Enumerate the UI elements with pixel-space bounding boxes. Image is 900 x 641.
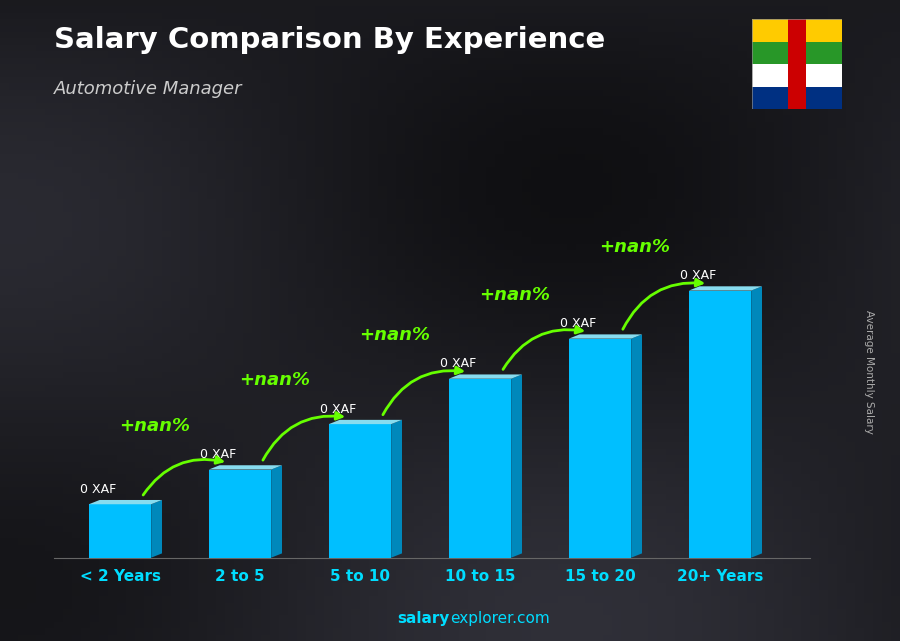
Text: 0 XAF: 0 XAF — [561, 317, 597, 330]
Bar — [89, 504, 151, 558]
Text: +nan%: +nan% — [239, 371, 310, 389]
Polygon shape — [328, 420, 402, 424]
Text: explorer.com: explorer.com — [450, 611, 550, 626]
Text: 0 XAF: 0 XAF — [680, 269, 716, 282]
Bar — [209, 469, 271, 558]
Text: +nan%: +nan% — [120, 417, 190, 435]
Text: +nan%: +nan% — [599, 238, 670, 256]
Polygon shape — [151, 500, 162, 558]
Polygon shape — [271, 465, 282, 558]
Bar — [788, 19, 806, 109]
Text: +nan%: +nan% — [359, 326, 430, 344]
Polygon shape — [511, 374, 522, 558]
Text: 0 XAF: 0 XAF — [320, 403, 356, 415]
Polygon shape — [392, 420, 402, 558]
Text: 0 XAF: 0 XAF — [80, 483, 116, 495]
Polygon shape — [569, 335, 642, 338]
Text: ★: ★ — [756, 22, 767, 36]
Polygon shape — [688, 287, 762, 290]
Bar — [688, 290, 752, 558]
Bar — [752, 64, 842, 87]
Bar — [569, 338, 631, 558]
Bar — [449, 379, 511, 558]
Text: Automotive Manager: Automotive Manager — [54, 80, 242, 98]
Bar — [752, 19, 842, 42]
Bar — [328, 424, 392, 558]
Text: +nan%: +nan% — [480, 286, 550, 304]
Text: salary: salary — [398, 611, 450, 626]
Polygon shape — [209, 465, 282, 469]
Polygon shape — [89, 500, 162, 504]
Text: Salary Comparison By Experience: Salary Comparison By Experience — [54, 26, 605, 54]
Text: 0 XAF: 0 XAF — [440, 357, 476, 370]
Text: 0 XAF: 0 XAF — [201, 448, 237, 461]
Polygon shape — [631, 335, 642, 558]
Bar — [752, 42, 842, 64]
Polygon shape — [449, 374, 522, 379]
Polygon shape — [752, 287, 762, 558]
Text: Average Monthly Salary: Average Monthly Salary — [863, 310, 874, 434]
Bar — [752, 87, 842, 109]
